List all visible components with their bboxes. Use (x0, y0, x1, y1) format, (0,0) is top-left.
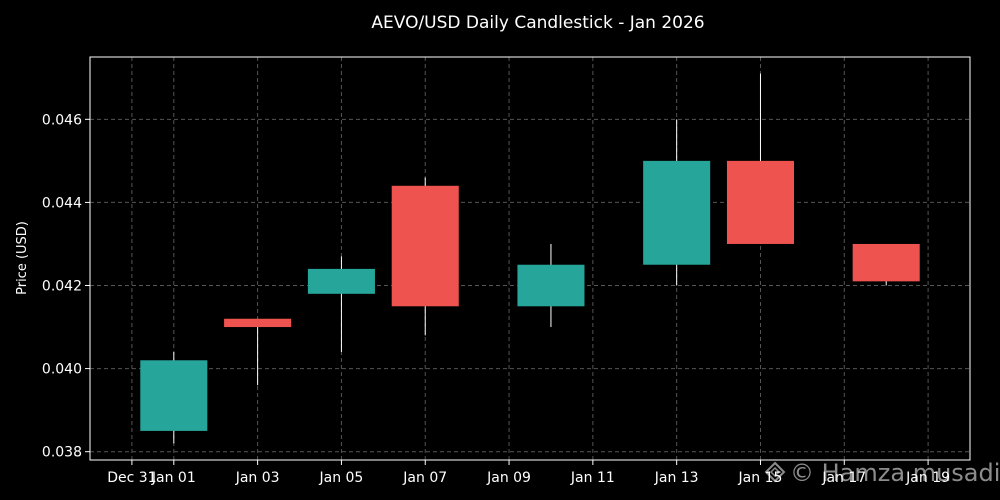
candle (391, 177, 459, 336)
y-axis-ticks: 0.038 0.040 0.042 0.044 0.046 (42, 112, 90, 461)
candle (224, 318, 292, 386)
candles (140, 73, 920, 444)
candle (852, 243, 920, 286)
diamond-icon (764, 461, 786, 483)
candle (643, 119, 711, 286)
grid (90, 57, 970, 460)
candle-body-down (852, 243, 920, 282)
candle-body-down (224, 318, 292, 328)
candle-body-down (391, 185, 459, 307)
candle-body-up (140, 360, 208, 431)
x-tick-label: Jan 19 (905, 470, 950, 486)
watermark-text: © Hamza musadi (790, 459, 1000, 487)
x-tick-label: Jan 07 (402, 470, 447, 486)
x-tick-label: Dec 31 (107, 470, 156, 486)
y-tick-label: 0.044 (42, 195, 82, 211)
x-tick-label: Jan 17 (821, 470, 866, 486)
candle-body-up (643, 160, 711, 265)
x-tick-label: Jan 13 (654, 470, 699, 486)
y-tick-label: 0.040 (42, 362, 82, 378)
candle (140, 351, 208, 444)
candle-body-up (517, 264, 585, 307)
plot-frame (89, 56, 971, 461)
y-tick-label: 0.042 (42, 279, 82, 295)
chart-title: AEVO/USD Daily Candlestick - Jan 2026 (371, 13, 704, 33)
y-tick-label: 0.038 (42, 445, 82, 461)
y-axis-label: Price (USD) (15, 221, 30, 295)
x-tick-label: Jan 09 (486, 470, 531, 486)
x-tick-label: Jan 11 (570, 470, 615, 486)
watermark: © Hamza musadi (764, 459, 1000, 487)
candle-body-up (307, 268, 375, 294)
candle (307, 256, 375, 352)
y-tick-label: 0.046 (42, 112, 82, 128)
x-tick-label: Jan 01 (151, 470, 196, 486)
candle (517, 243, 585, 328)
x-tick-label: Jan 15 (738, 470, 783, 486)
candle (726, 73, 794, 244)
x-tick-label: Jan 05 (318, 470, 363, 486)
candle-body-down (726, 160, 794, 244)
x-tick-label: Jan 03 (235, 470, 280, 486)
